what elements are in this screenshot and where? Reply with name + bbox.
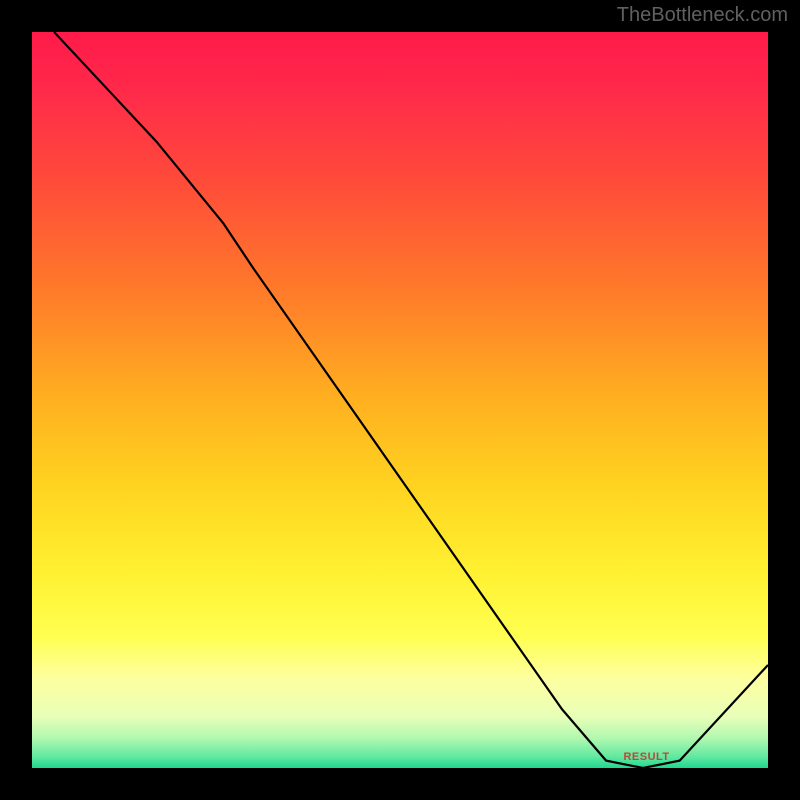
chart-plot-area: RESULT [32,32,768,768]
chart-background [32,32,768,768]
result-marker: RESULT [623,751,669,763]
chart-svg [32,32,768,768]
attribution-text: TheBottleneck.com [617,4,788,27]
